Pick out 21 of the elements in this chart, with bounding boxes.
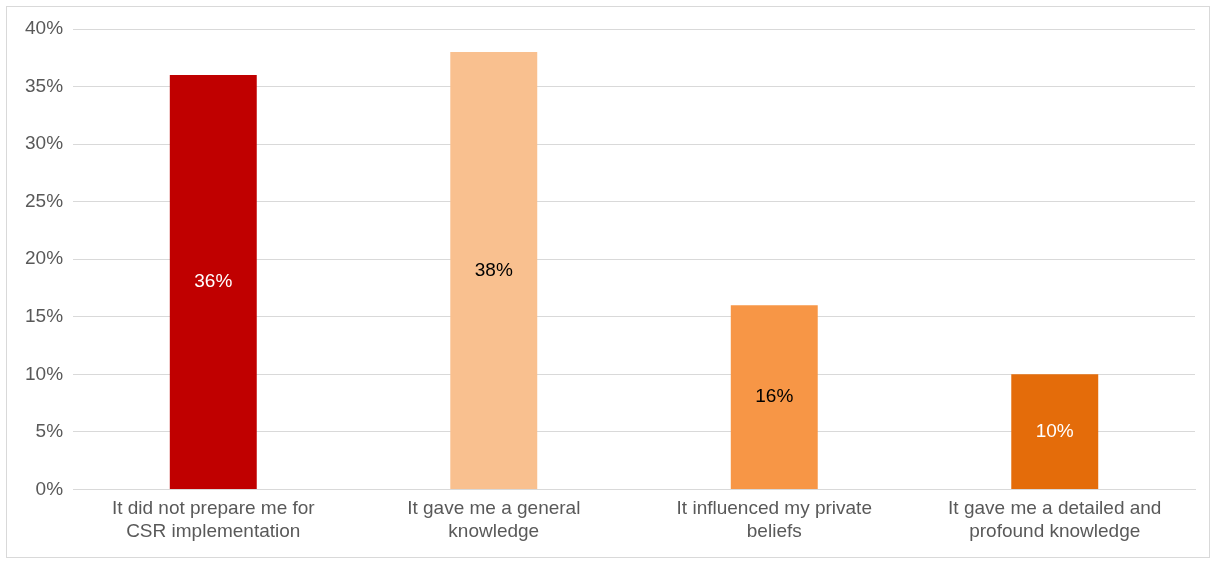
y-tick-label: 20% xyxy=(25,247,64,269)
x-tick-label: It gave me a general knowledge xyxy=(407,497,581,541)
bar xyxy=(1011,374,1099,489)
x-tick-label: It gave me a detailed and profound knowledge xyxy=(948,497,1162,541)
data-label: 38% xyxy=(474,258,513,280)
bar xyxy=(730,305,818,489)
data-label: 16% xyxy=(755,385,794,407)
data-label: 36% xyxy=(194,270,233,292)
y-tick-label: 10% xyxy=(25,362,64,384)
y-tick-label: 35% xyxy=(25,74,64,96)
bar xyxy=(169,75,257,489)
y-tick-label: 40% xyxy=(25,17,64,39)
data-label: 10% xyxy=(1035,419,1074,441)
y-tick-label: 5% xyxy=(35,420,64,442)
y-tick-label: 25% xyxy=(25,189,64,211)
y-tick-label: 15% xyxy=(25,304,64,326)
x-tick-label: It did not prepare me for CSR implementation xyxy=(111,497,316,541)
y-tick-label: 30% xyxy=(25,132,64,154)
y-tick-label: 0% xyxy=(35,477,64,499)
x-tick-label: It influenced my private beliefs xyxy=(676,497,872,541)
bar xyxy=(450,52,538,489)
